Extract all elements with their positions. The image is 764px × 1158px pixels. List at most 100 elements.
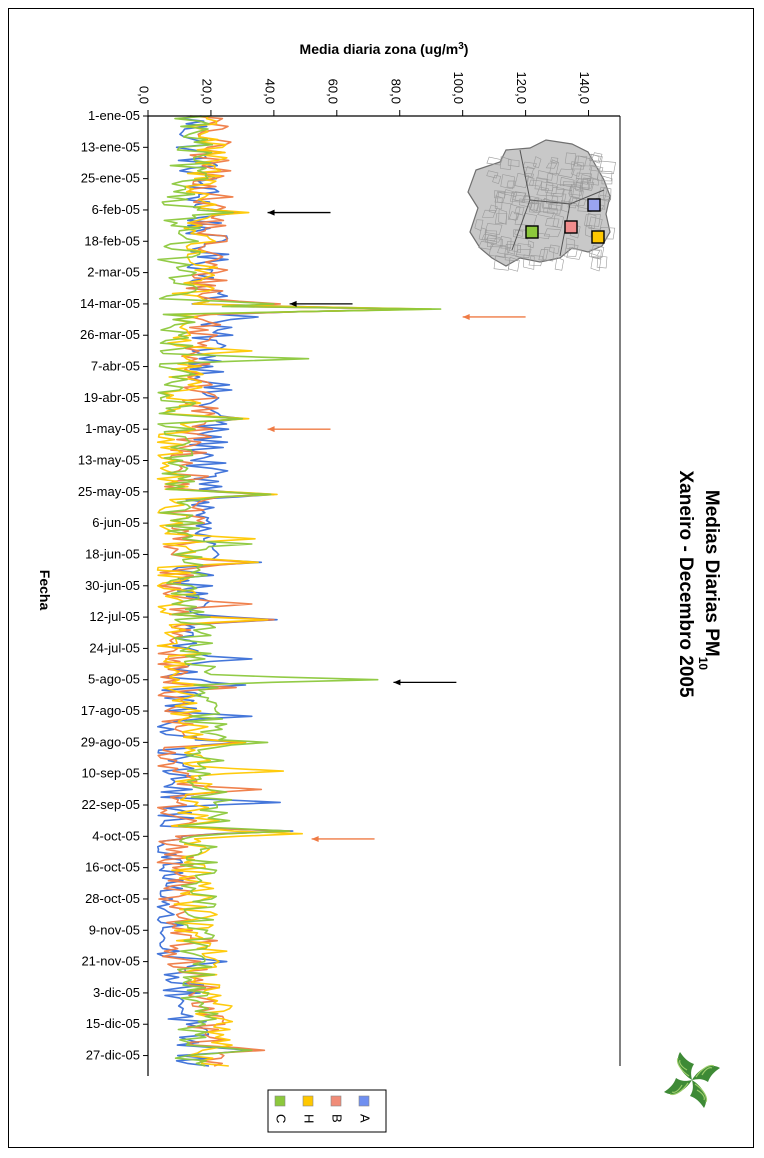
- value-tick-label: 80,0: [388, 79, 403, 104]
- map-cell: [512, 191, 526, 202]
- map-marker-B: [564, 220, 578, 234]
- chart-title-line2: Xaneiro - Decembro 2005: [675, 470, 696, 697]
- date-axis-title: Fecha: [37, 570, 53, 611]
- date-tick-label: 6-feb-05: [92, 202, 140, 217]
- map-cell: [514, 229, 524, 237]
- map-cell: [493, 255, 511, 271]
- map-cell: [528, 254, 544, 267]
- map-cell: [601, 175, 613, 185]
- map-cell: [597, 186, 608, 201]
- map-cell: [500, 156, 512, 170]
- map-cell: [559, 176, 575, 187]
- map-cell: [562, 181, 575, 188]
- map-cell: [575, 172, 592, 181]
- map-cell: [590, 153, 600, 162]
- map-cell: [543, 197, 553, 209]
- logo-vein: [694, 1083, 708, 1103]
- map-cell: [530, 202, 540, 211]
- date-tick-label: 1-may-05: [85, 421, 140, 436]
- map-cell: [486, 170, 499, 179]
- series-line-H: [156, 115, 432, 1067]
- date-tick-label: 10-sep-05: [81, 766, 140, 781]
- map-cell: [571, 161, 585, 170]
- map-cell: [546, 172, 559, 185]
- map-cell: [589, 249, 602, 260]
- map-cell: [564, 152, 577, 165]
- map-cell: [551, 193, 567, 204]
- map-cell: [561, 200, 570, 213]
- logo-vein: [676, 1057, 690, 1077]
- annotation-arrowhead: [289, 300, 297, 307]
- logo-vein: [695, 1064, 715, 1078]
- date-tick-label: 15-dic-05: [86, 1016, 140, 1031]
- map-cell: [550, 186, 565, 197]
- map-cell: [494, 190, 505, 199]
- date-tick-label: 6-jun-05: [92, 515, 140, 530]
- map-cell: [591, 152, 603, 164]
- date-tick-label: 26-mar-05: [80, 327, 140, 342]
- map-cell: [586, 177, 600, 186]
- map-cell: [495, 213, 508, 225]
- map-cell: [584, 214, 601, 227]
- map-cell: [552, 214, 564, 229]
- map-cell: [576, 181, 589, 190]
- map-cell: [481, 209, 497, 218]
- date-tick-label: 3-dic-05: [93, 985, 140, 1000]
- logo-vein: [669, 1082, 689, 1096]
- map-cell: [543, 228, 562, 238]
- map-cell: [486, 156, 503, 166]
- date-tick-label: 28-oct-05: [85, 891, 140, 906]
- map-cell: [497, 245, 511, 255]
- map-cell: [564, 243, 579, 257]
- value-tick-label: 0,0: [137, 86, 152, 104]
- logo-leaf: [692, 1065, 720, 1082]
- map-cell: [528, 202, 541, 213]
- map-cell: [485, 234, 502, 243]
- map-cell: [492, 174, 502, 184]
- map-cell: [486, 237, 503, 248]
- legend-label-C: C: [274, 1114, 289, 1123]
- map-cell: [484, 230, 497, 245]
- annotation-arrowhead: [462, 313, 470, 320]
- map-cell: [558, 168, 575, 178]
- map-cell: [589, 164, 604, 173]
- map-cell: [512, 229, 529, 240]
- annotation-arrowhead: [267, 209, 275, 216]
- map-cell: [589, 165, 600, 180]
- date-tick-label: 25-ene-05: [81, 171, 140, 186]
- map-cell: [505, 243, 522, 253]
- legend-label-B: B: [330, 1114, 345, 1123]
- date-tick-label: 9-nov-05: [89, 922, 140, 937]
- date-tick-label: 17-ago-05: [81, 703, 140, 718]
- map-marker-C: [525, 225, 539, 239]
- map-cell: [537, 170, 554, 181]
- xunta-logo: [664, 1052, 720, 1108]
- value-tick-label: 20,0: [199, 79, 214, 104]
- chart-title-main: Medias Diarias PM: [701, 490, 722, 657]
- logo-leaf: [690, 1080, 707, 1108]
- date-tick-label: 30-jun-05: [85, 578, 140, 593]
- map-cell: [591, 244, 605, 258]
- date-tick-label: 22-sep-05: [81, 797, 140, 812]
- legend-swatch-A: [358, 1095, 370, 1107]
- map-cell: [507, 203, 521, 220]
- map-cell: [496, 191, 514, 205]
- date-tick-label: 7-abr-05: [91, 359, 140, 374]
- logo-frond: [690, 1080, 708, 1108]
- map-cell: [500, 235, 512, 249]
- map-cell: [533, 198, 542, 213]
- map-cell: [545, 184, 557, 195]
- map-cell: [567, 202, 577, 209]
- map-cell: [506, 241, 516, 255]
- map-cell: [507, 159, 520, 167]
- map-cell: [498, 208, 508, 225]
- value-axis-title-unit-exp: 3: [458, 41, 464, 52]
- map-cell: [478, 240, 494, 250]
- map-cell: [554, 256, 564, 271]
- value-tick-label: 100,0: [451, 71, 466, 104]
- date-tick-label: 25-may-05: [78, 484, 140, 499]
- map-cell: [568, 185, 584, 196]
- annotation-arrowhead: [393, 679, 401, 686]
- map-marker-H: [591, 230, 605, 244]
